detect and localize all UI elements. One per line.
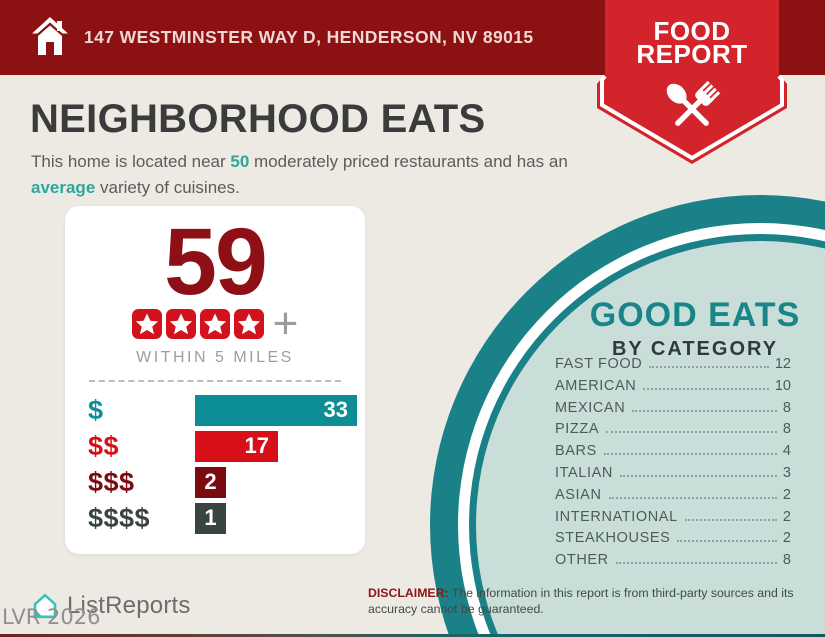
restaurant-count: 59 (164, 209, 268, 315)
summary-text-2: moderately priced restaurants and has an (249, 152, 568, 171)
category-row: AMERICAN 10 (555, 378, 791, 400)
dotted-leader (684, 518, 777, 521)
plus-icon: + (272, 299, 299, 348)
category-row: PIZZA 8 (555, 421, 791, 443)
category-row: ITALIAN 3 (555, 465, 791, 487)
category-label: PIZZA (555, 421, 600, 438)
badge-title: FOOD REPORT (597, 16, 787, 69)
category-label: ASIAN (555, 486, 602, 503)
star-icon (131, 309, 162, 339)
dotted-leader (643, 387, 769, 390)
category-label: INTERNATIONAL (555, 508, 678, 525)
price-tier-label: $$$ (88, 466, 135, 497)
dotted-leader (619, 474, 777, 477)
category-count: 8 (782, 399, 791, 416)
bottom-edge-strip (0, 634, 825, 637)
category-count: 2 (782, 508, 791, 525)
bar-value: 1 (204, 505, 217, 530)
disclaimer-text: The information in this report is from t… (368, 586, 794, 616)
price-row-$$: $$ 17 (88, 428, 365, 464)
page-title: NEIGHBORHOOD EATS (30, 97, 486, 141)
price-tier-bar: 33 (195, 394, 357, 426)
category-list: FAST FOOD 12 AMERICAN 10 MEXICAN 8 PIZZA 8 BARS 4… (555, 356, 791, 574)
watermark: LVR 2026 (2, 605, 101, 629)
price-tier-bar: 17 (195, 430, 278, 462)
category-label: MEXICAN (555, 399, 626, 416)
dotted-leader (608, 496, 777, 499)
restaurant-summary-card: 59 + WITHIN 5 MILES $33 $$ 17 $$$ 2 $$$$ 1 (65, 206, 365, 554)
category-row: INTERNATIONAL 2 (555, 509, 791, 531)
star-icon (199, 309, 230, 339)
category-label: ITALIAN (555, 464, 613, 481)
bar-value: 2 (204, 469, 217, 494)
radius-caption: WITHIN 5 MILES (136, 349, 294, 366)
price-row-$$$$: $$$$ 1 (88, 500, 365, 536)
category-label: OTHER (555, 552, 609, 569)
disclaimer: DISCLAIMER: The information in this repo… (368, 586, 818, 618)
category-row: ASIAN 2 (555, 487, 791, 509)
price-row-$$$: $$$ 2 (88, 464, 365, 500)
category-label: BARS (555, 443, 597, 460)
price-tier-chart: $33 $$ 17 $$$ 2 $$$$ 1 (65, 386, 365, 536)
category-row: STEAKHOUSES 2 (555, 530, 791, 552)
dotted-leader (649, 366, 769, 368)
category-count: 4 (782, 443, 791, 460)
summary-text-3: variety of cuisines. (95, 178, 240, 198)
listreports-logo-icon (33, 593, 57, 619)
category-row: MEXICAN 8 (555, 400, 791, 422)
restaurant-count-highlight: 50 (230, 152, 250, 171)
category-count: 12 (774, 356, 791, 372)
category-row: OTHER 8 (555, 552, 791, 574)
report-summary: This home is located near 50 moderately … (31, 149, 579, 202)
dotted-leader (606, 431, 777, 434)
brand-name: ListReports (67, 592, 191, 619)
dotted-leader (615, 562, 777, 565)
good-eats-circle: GOOD EATS BY CATEGORY FAST FOOD 12 AMERICA… (430, 195, 825, 637)
property-address: 147 WESTMINSTER WAY D, HENDERSON, NV 890… (84, 27, 534, 47)
price-tier-label: $$ (88, 430, 120, 461)
category-label: AMERICAN (555, 377, 637, 394)
dotted-leader (603, 453, 777, 456)
listreports-brand: ListReports (30, 591, 191, 621)
category-row: FAST FOOD 12 (555, 356, 791, 378)
badge-line1: FOOD (653, 16, 731, 46)
price-tier-bar: 1 (195, 502, 226, 534)
category-row: BARS 4 (555, 443, 791, 465)
food-report-badge: FOOD REPORT (597, 0, 787, 166)
category-count: 3 (782, 464, 791, 481)
price-tier-label: $$$$ (88, 502, 151, 533)
bar-value: 33 (323, 397, 348, 422)
bar-value: 17 (244, 433, 269, 458)
category-label: STEAKHOUSES (555, 530, 671, 547)
spoon-fork-icon (666, 80, 721, 126)
star-icon (165, 309, 196, 339)
summary-text-1: This home is located near (31, 152, 231, 171)
price-row-$: $33 (88, 392, 365, 428)
badge-line2: REPORT (636, 39, 748, 69)
disclaimer-label: DISCLAIMER: (368, 586, 449, 600)
category-count: 8 (782, 421, 791, 438)
dotted-leader (632, 409, 777, 412)
price-tier-label: $ (88, 394, 104, 425)
variety-highlight: average (31, 178, 96, 198)
category-label: FAST FOOD (555, 356, 643, 372)
home-icon (32, 17, 68, 55)
price-tier-bar: 2 (195, 466, 226, 498)
star-icon (233, 309, 264, 339)
dotted-leader (677, 540, 777, 543)
category-count: 2 (782, 486, 791, 503)
rating-stars (131, 309, 264, 339)
category-count: 2 (782, 530, 791, 547)
category-count: 10 (774, 377, 791, 394)
good-eats-subtitle: BY CATEGORY (611, 338, 779, 360)
good-eats-title: GOOD EATS (589, 296, 801, 334)
star-rating: + (65, 299, 365, 348)
dashed-divider (89, 380, 341, 382)
category-count: 8 (782, 552, 791, 569)
